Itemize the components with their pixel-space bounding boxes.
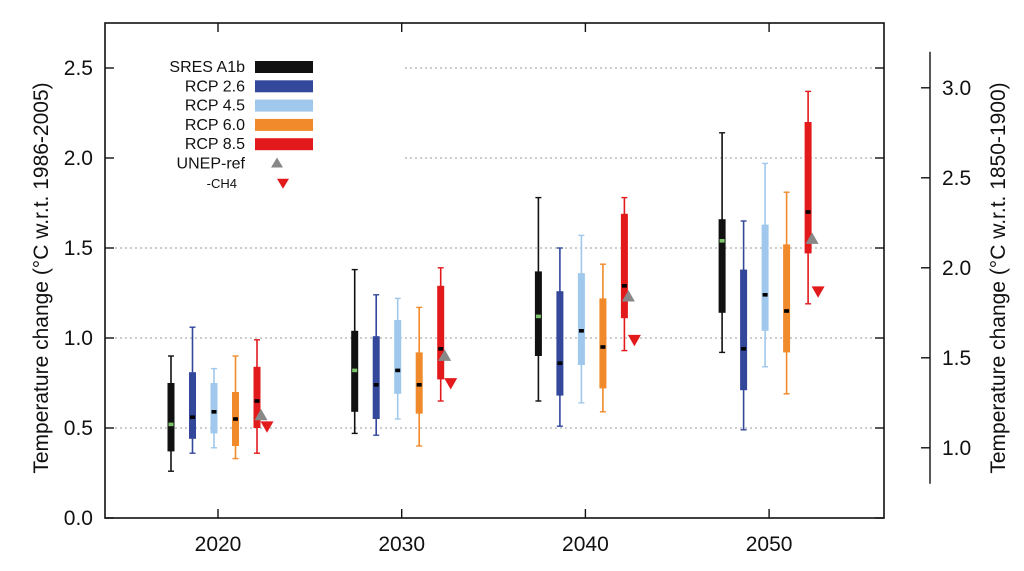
legend-ch4-icon [277,178,289,189]
x-tick-label: 2050 [746,533,793,556]
median-mark [719,239,725,243]
median-mark [373,383,379,387]
unep-ref-marker [805,232,819,244]
box [167,383,175,452]
legend-swatch [255,99,313,112]
right-y-tick-label: 3.0 [942,77,971,100]
median-mark [352,368,358,373]
unep-ref-marker [621,290,635,302]
right-y-tick-label: 2.0 [942,257,971,280]
box [620,213,628,319]
y-tick-label: 2.5 [64,57,93,80]
legend-label: RCP 4.5 [185,98,245,115]
box [740,269,748,391]
marks-layer [167,90,825,472]
unep-ref-marker [254,408,268,421]
box [394,320,402,394]
box [761,224,769,331]
box [783,244,791,353]
box [804,122,812,254]
x-tick-label: 2040 [562,533,609,556]
box [599,298,607,389]
box [189,372,196,439]
box [372,336,380,419]
median-mark [416,383,422,387]
ch4-marker [627,334,641,347]
box [253,366,261,428]
plot-frame [104,22,885,519]
median-mark [762,293,768,297]
y-tick-label: 0.5 [64,417,93,440]
box [534,271,542,356]
box [556,291,564,396]
median-mark [190,415,195,419]
y-tick-label: 0.0 [64,507,93,530]
median-mark [535,314,541,319]
y-tick-label: 2.0 [64,147,93,170]
median-mark [557,361,563,365]
median-mark [600,345,606,349]
legend-label: UNEP-ref [177,156,246,173]
median-mark [211,410,217,414]
legend-label: -CH4 [207,176,237,191]
median-mark [395,368,401,373]
legend-swatch [255,118,313,131]
legend: SRES A1b RCP 2.6 RCP 4.5 RCP 6.0 RCP 8.5 UNEP… [169,59,313,191]
median-mark [233,417,238,421]
ch4-marker [260,421,274,433]
box [437,285,445,380]
median-mark [741,347,747,351]
right-y-tick-label: 1.0 [942,437,971,460]
legend-unep-icon [271,157,283,168]
median-mark [254,399,260,403]
median-mark [578,329,584,333]
legend-swatch [255,80,313,93]
legend-label: RCP 6.0 [185,117,245,134]
x-tick-label: 2030 [378,533,425,556]
legend-label: SRES A1b [169,59,245,76]
median-mark [621,284,627,288]
y-tick-label: 1.5 [64,237,93,260]
legend-label: RCP 8.5 [185,136,245,153]
legend-swatch [255,61,313,73]
median-mark [784,309,790,313]
box [210,383,218,434]
median-mark [805,210,811,214]
legend-swatch [255,138,313,151]
ch4-marker [811,286,825,298]
ch4-marker [444,378,458,390]
right-y-tick-label: 2.5 [942,167,971,190]
legend-label: RCP 2.6 [185,78,245,95]
right-y-tick-label: 1.5 [942,347,971,370]
axes-layer: 0.0 0.5 1.0 1.5 2.0 2.5 2020 2030 2040 2050 1.0 1.5… [64,22,971,556]
box [577,273,585,365]
median-mark [168,422,174,427]
x-tick-label: 2020 [195,533,242,556]
y-tick-label: 1.0 [64,327,93,350]
y-axis-label-right: Temperature change (°C w.r.t. 1850-1900) [987,82,1010,473]
box [718,219,726,313]
y-axis-label-left: Temperature change (°C w.r.t. 1986-2005) [30,82,53,473]
unep-ref-marker [438,349,452,361]
median-mark [438,347,444,351]
